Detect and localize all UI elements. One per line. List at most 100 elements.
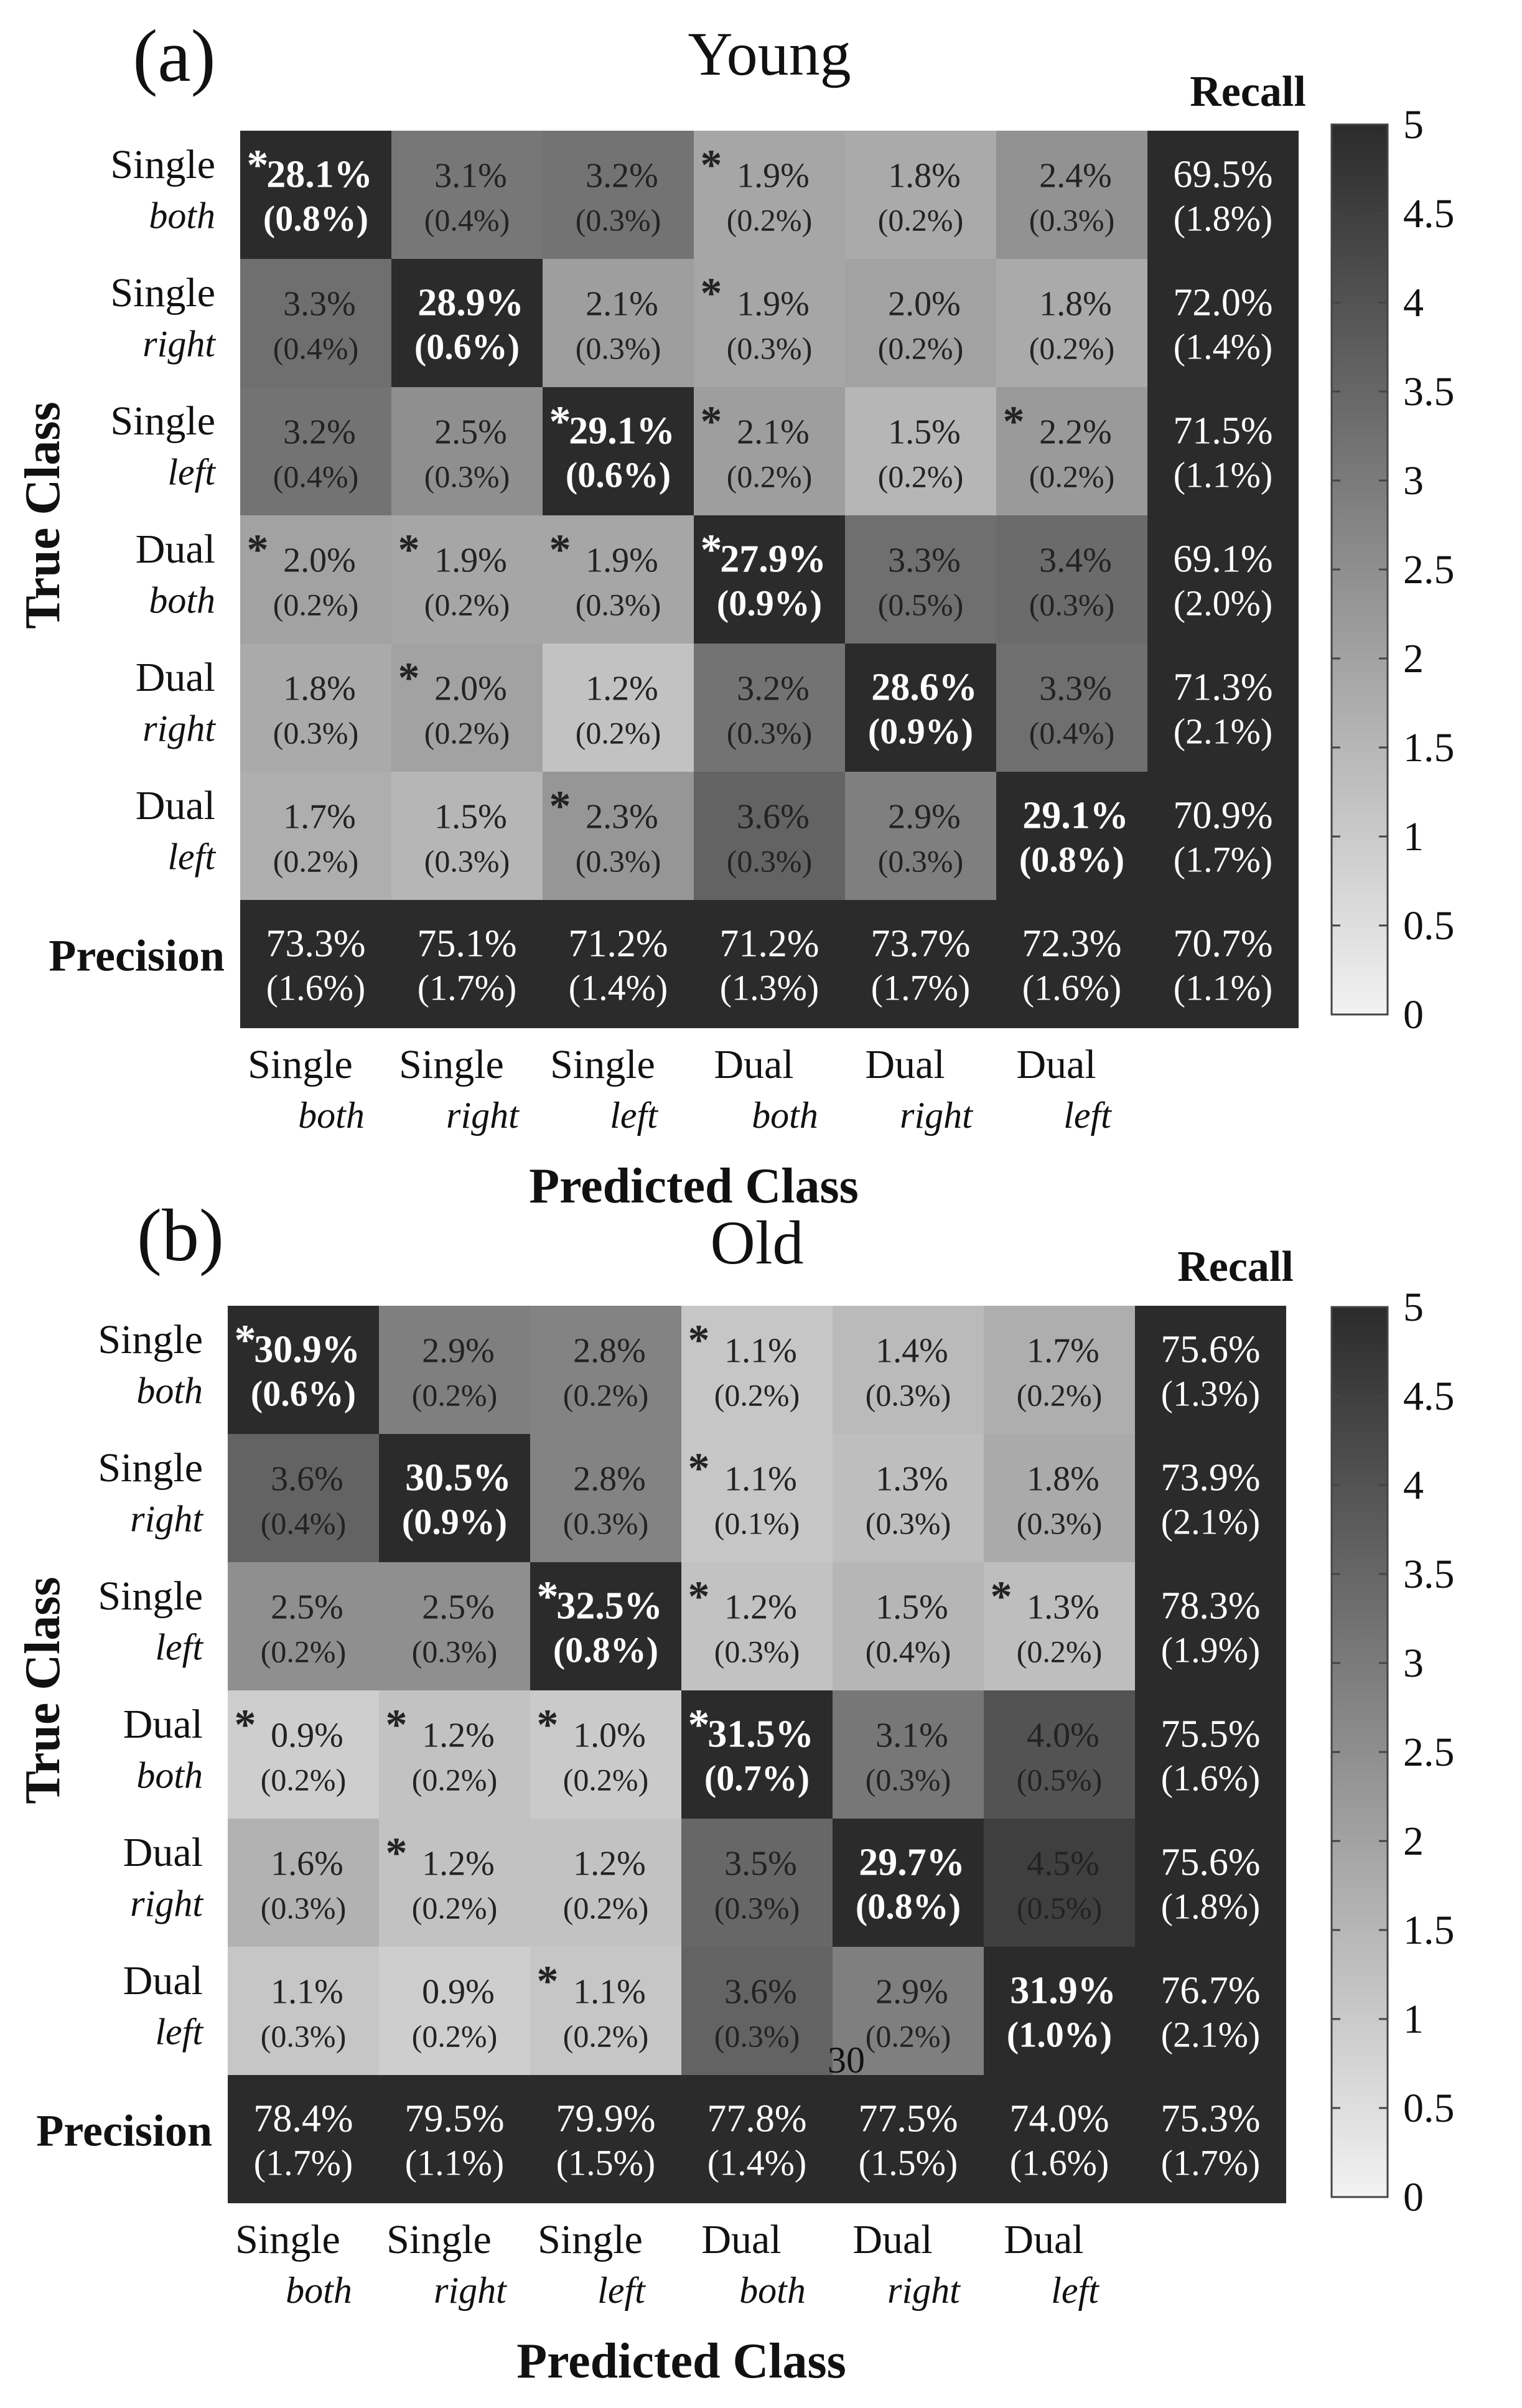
- cell-std: (0.3%): [576, 844, 661, 879]
- cell-std: (0.2%): [424, 588, 510, 622]
- cell-std: (0.3%): [424, 844, 510, 879]
- cell-std: (0.9%): [717, 583, 822, 624]
- colorbar-tick-label: 1: [1403, 814, 1424, 860]
- col-label-bottom: both: [298, 1095, 365, 1136]
- matrix-cell: [543, 131, 694, 259]
- precision-std: (1.5%): [556, 2143, 655, 2183]
- significance-star: *: [688, 1573, 710, 1621]
- matrix-cell: [391, 387, 543, 515]
- cell-value: 1.5%: [434, 798, 507, 836]
- matrix-cell: [996, 259, 1147, 387]
- recall-cell: [1135, 1562, 1286, 1690]
- matrix-cell: [240, 644, 391, 772]
- matrix-cell: [379, 1819, 530, 1947]
- recall-value: 76.7%: [1160, 1970, 1260, 2012]
- cell-std: (0.1%): [714, 1506, 800, 1541]
- matrix-cell: [681, 1947, 833, 2075]
- precision-cell: [379, 2075, 530, 2203]
- significance-star: *: [386, 1829, 408, 1877]
- significance-star: *: [537, 1701, 559, 1749]
- colorbar-tick-label: 0.5: [1403, 903, 1455, 949]
- recall-cell: [1147, 644, 1299, 772]
- colorbar-tick-label: 4.5: [1403, 1374, 1455, 1419]
- precision-value: 78.4%: [253, 2098, 353, 2140]
- cell-value: 1.8%: [1027, 1460, 1099, 1499]
- cell-std: (1.0%): [1007, 2015, 1112, 2055]
- cell-std: (0.3%): [714, 1634, 800, 1669]
- recall-value: 69.5%: [1173, 154, 1272, 196]
- cell-std: (0.2%): [576, 716, 661, 751]
- cell-value: 3.3%: [1039, 670, 1112, 708]
- cell-value: 3.2%: [586, 157, 658, 195]
- cell-value: 1.8%: [1039, 285, 1112, 324]
- cell-std: (0.2%): [563, 1891, 648, 1926]
- cell-value: 1.7%: [1027, 1332, 1099, 1370]
- recall-std: (2.1%): [1161, 2015, 1260, 2055]
- colorbar-tick-label: 0: [1403, 2175, 1424, 2220]
- cell-std: (0.2%): [727, 459, 812, 494]
- cell-value: 2.5%: [434, 413, 507, 452]
- precision-header: Precision: [49, 930, 225, 980]
- cell-value: 2.4%: [1039, 157, 1112, 195]
- col-label-bottom: right: [900, 1095, 973, 1136]
- matrix-cell: [681, 1434, 833, 1562]
- significance-star: *: [688, 1701, 710, 1749]
- precision-std: (1.5%): [859, 2143, 958, 2183]
- cell-value: 2.9%: [875, 1973, 948, 2012]
- precision-value: 79.9%: [556, 2098, 655, 2140]
- matrix-cell: [391, 644, 543, 772]
- col-label-top: Dual: [1016, 1042, 1096, 1087]
- precision-cell: [694, 900, 845, 1028]
- matrix-cell: [845, 131, 996, 259]
- cell-value: 1.9%: [737, 285, 810, 324]
- recall-cell: [1147, 772, 1299, 900]
- precision-cell: [391, 900, 543, 1028]
- precision-value: 72.3%: [1022, 923, 1121, 965]
- recall-value: 75.5%: [1160, 1713, 1260, 1756]
- cell-value: 1.9%: [737, 157, 810, 195]
- significance-star: *: [701, 141, 722, 189]
- precision-std: (1.6%): [1010, 2143, 1109, 2183]
- recall-cell: [1135, 1819, 1286, 1947]
- cell-std: (0.2%): [563, 2019, 648, 2054]
- matrix-cell: [543, 515, 694, 644]
- col-label-top: Dual: [865, 1042, 945, 1087]
- precision-cell: [996, 900, 1147, 1028]
- colorbar-tick-label: 2: [1403, 1819, 1424, 1864]
- significance-star: *: [701, 269, 722, 317]
- matrix-cell: [530, 1819, 681, 1947]
- precision-cell: [681, 2075, 833, 2203]
- row-label-top: Dual: [123, 1830, 203, 1875]
- matrix-cell: [228, 1690, 379, 1819]
- row-label-top: Dual: [136, 655, 215, 700]
- significance-star: *: [549, 526, 571, 574]
- recall-std: (2.1%): [1174, 711, 1272, 752]
- colorbar-tick-label: 3: [1403, 1641, 1424, 1686]
- colorbar-tick-label: 4.5: [1403, 191, 1455, 237]
- row-label-top: Dual: [123, 1702, 203, 1747]
- matrix-cell: [996, 387, 1147, 515]
- x-axis-title: Predicted Class: [529, 1159, 859, 1214]
- cell-std: (0.3%): [866, 1378, 951, 1413]
- cell-value: 1.0%: [573, 1717, 646, 1755]
- cell-value: 2.8%: [573, 1332, 646, 1370]
- cell-std: (0.2%): [273, 844, 358, 879]
- matrix-cell: [681, 1306, 833, 1434]
- col-label-bottom: both: [739, 2270, 806, 2311]
- cell-std: (0.4%): [261, 1506, 346, 1541]
- matrix-cell: [530, 1947, 681, 2075]
- cell-value: 31.5%: [707, 1713, 814, 1756]
- precision-std: (1.6%): [266, 968, 365, 1008]
- col-label-bottom: left: [597, 2270, 646, 2311]
- significance-star: *: [701, 398, 722, 446]
- cell-value: 1.8%: [283, 670, 356, 708]
- cell-value: 28.1%: [266, 154, 373, 196]
- cell-std: (0.3%): [714, 1891, 800, 1926]
- colorbar-tick-label: 3: [1403, 458, 1424, 504]
- cell-value: 1.3%: [1027, 1588, 1099, 1627]
- colorbar: [1330, 1306, 1389, 2198]
- cell-std: (0.2%): [1029, 331, 1114, 366]
- matrix-cell: [694, 515, 845, 644]
